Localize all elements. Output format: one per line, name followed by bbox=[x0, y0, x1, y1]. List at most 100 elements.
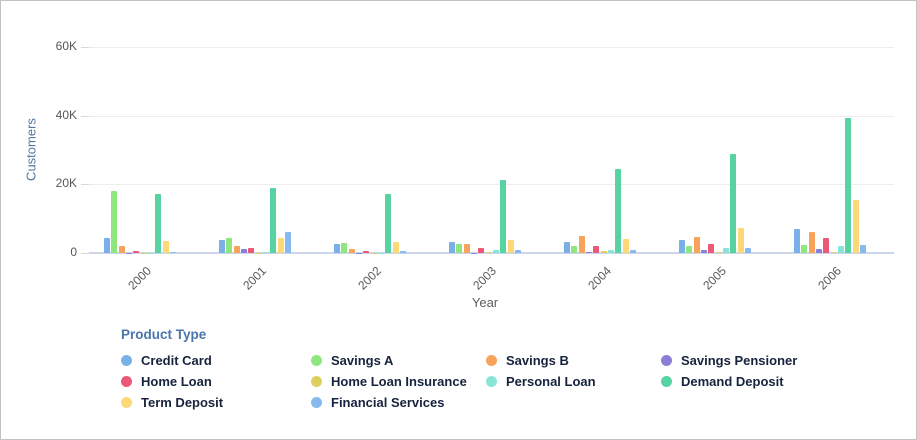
bar-home-loan-2001[interactable] bbox=[248, 247, 255, 253]
y-tick-label-40K: 40K bbox=[55, 107, 77, 122]
bar-savings-b-2002[interactable] bbox=[348, 248, 355, 253]
bar-demand-deposit-2001[interactable] bbox=[270, 187, 277, 253]
bar-financial-services-2006[interactable] bbox=[859, 245, 866, 253]
legend-dot-icon bbox=[121, 397, 132, 408]
bar-home-loan-insurance-2005[interactable] bbox=[715, 252, 722, 253]
bar-personal-loan-2004[interactable] bbox=[607, 249, 614, 253]
bar-term-deposit-2006[interactable] bbox=[852, 200, 859, 253]
x-tick-label-2002: 2002 bbox=[355, 263, 385, 293]
bar-term-deposit-2000[interactable] bbox=[162, 240, 169, 253]
bar-group-2000 bbox=[104, 191, 176, 253]
bar-personal-loan-2001[interactable] bbox=[262, 252, 269, 253]
bar-financial-services-2002[interactable] bbox=[399, 250, 406, 253]
legend-item-savings-a[interactable]: Savings A bbox=[311, 353, 486, 368]
bar-financial-services-2004[interactable] bbox=[629, 249, 636, 253]
bar-savings-a-2003[interactable] bbox=[456, 244, 463, 253]
legend-item-savings-pensioner[interactable]: Savings Pensioner bbox=[661, 353, 881, 368]
bar-home-loan-2005[interactable] bbox=[708, 244, 715, 253]
bar-home-loan-insurance-2004[interactable] bbox=[600, 250, 607, 253]
bar-financial-services-2000[interactable] bbox=[169, 252, 176, 253]
bar-demand-deposit-2004[interactable] bbox=[615, 168, 622, 253]
bar-demand-deposit-2006[interactable] bbox=[845, 117, 852, 253]
bar-credit-card-2000[interactable] bbox=[104, 237, 110, 253]
bar-savings-b-2005[interactable] bbox=[693, 236, 700, 253]
bar-savings-a-2000[interactable] bbox=[111, 191, 118, 253]
bar-savings-pensioner-2001[interactable] bbox=[240, 248, 247, 253]
bar-savings-pensioner-2006[interactable] bbox=[815, 248, 822, 253]
bar-personal-loan-2005[interactable] bbox=[722, 247, 729, 253]
legend-item-financial-services[interactable]: Financial Services bbox=[311, 395, 486, 410]
bar-home-loan-insurance-2003[interactable] bbox=[485, 252, 492, 253]
bar-savings-b-2003[interactable] bbox=[463, 243, 470, 253]
bar-group-2003 bbox=[449, 180, 521, 253]
bar-home-loan-2000[interactable] bbox=[133, 250, 140, 253]
bar-group-2005 bbox=[679, 154, 751, 253]
bar-home-loan-2003[interactable] bbox=[478, 247, 485, 253]
bar-savings-a-2005[interactable] bbox=[686, 245, 693, 253]
bar-term-deposit-2004[interactable] bbox=[622, 238, 629, 253]
bar-demand-deposit-2003[interactable] bbox=[500, 180, 507, 253]
bar-financial-services-2005[interactable] bbox=[744, 248, 751, 253]
legend-item-savings-b[interactable]: Savings B bbox=[486, 353, 661, 368]
bar-demand-deposit-2002[interactable] bbox=[385, 194, 392, 253]
bar-savings-a-2004[interactable] bbox=[571, 245, 578, 253]
bar-credit-card-2001[interactable] bbox=[219, 239, 225, 253]
legend-item-label: Home Loan Insurance bbox=[331, 374, 467, 389]
bar-home-loan-2006[interactable] bbox=[823, 238, 830, 253]
gridline-60K bbox=[89, 47, 894, 48]
legend-dot-icon bbox=[661, 355, 672, 366]
legend-dot-icon bbox=[311, 397, 322, 408]
bar-demand-deposit-2005[interactable] bbox=[730, 154, 737, 253]
bar-credit-card-2003[interactable] bbox=[449, 242, 455, 253]
legend-dot-icon bbox=[311, 355, 322, 366]
legend-item-personal-loan[interactable]: Personal Loan bbox=[486, 374, 661, 389]
legend-item-demand-deposit[interactable]: Demand Deposit bbox=[661, 374, 881, 389]
bar-term-deposit-2003[interactable] bbox=[507, 239, 514, 253]
bar-home-loan-2002[interactable] bbox=[363, 250, 370, 253]
legend-item-label: Savings A bbox=[331, 353, 394, 368]
bar-personal-loan-2003[interactable] bbox=[492, 250, 499, 253]
bar-credit-card-2005[interactable] bbox=[679, 239, 685, 253]
bar-term-deposit-2005[interactable] bbox=[737, 227, 744, 253]
bar-home-loan-2004[interactable] bbox=[593, 246, 600, 253]
bar-financial-services-2001[interactable] bbox=[284, 232, 291, 253]
bar-savings-pensioner-2004[interactable] bbox=[585, 252, 592, 253]
legend-dot-icon bbox=[121, 355, 132, 366]
bar-credit-card-2004[interactable] bbox=[564, 242, 570, 253]
legend-item-label: Demand Deposit bbox=[681, 374, 784, 389]
bar-group-2001 bbox=[219, 187, 291, 253]
legend-item-label: Credit Card bbox=[141, 353, 212, 368]
bar-group-2004 bbox=[564, 168, 636, 253]
bar-savings-pensioner-2005[interactable] bbox=[700, 250, 707, 253]
bar-personal-loan-2006[interactable] bbox=[837, 246, 844, 253]
bar-credit-card-2002[interactable] bbox=[334, 244, 340, 253]
bar-savings-b-2004[interactable] bbox=[578, 236, 585, 253]
bar-savings-a-2006[interactable] bbox=[801, 245, 808, 253]
bar-term-deposit-2001[interactable] bbox=[277, 237, 284, 253]
legend-item-label: Home Loan bbox=[141, 374, 212, 389]
x-tick-label-2003: 2003 bbox=[470, 263, 500, 293]
legend-item-label: Savings B bbox=[506, 353, 569, 368]
legend-dot-icon bbox=[121, 376, 132, 387]
legend-item-credit-card[interactable]: Credit Card bbox=[121, 353, 311, 368]
x-tick-label-2006: 2006 bbox=[815, 263, 845, 293]
bar-savings-b-2006[interactable] bbox=[808, 232, 815, 253]
legend-dot-icon bbox=[661, 376, 672, 387]
bar-demand-deposit-2000[interactable] bbox=[155, 193, 162, 253]
y-tick-label-60K: 60K bbox=[55, 39, 77, 53]
bar-savings-a-2001[interactable] bbox=[226, 237, 233, 253]
legend-item-label: Financial Services bbox=[331, 395, 445, 410]
legend-item-term-deposit[interactable]: Term Deposit bbox=[121, 395, 311, 410]
legend-item-home-loan[interactable]: Home Loan bbox=[121, 374, 311, 389]
bar-financial-services-2003[interactable] bbox=[514, 249, 521, 253]
legend-dot-icon bbox=[486, 376, 497, 387]
bar-savings-a-2002[interactable] bbox=[341, 242, 348, 253]
legend-item-home-loan-insurance[interactable]: Home Loan Insurance bbox=[311, 374, 486, 389]
bar-credit-card-2006[interactable] bbox=[794, 228, 800, 253]
x-tick-label-2004: 2004 bbox=[585, 263, 615, 293]
bar-term-deposit-2002[interactable] bbox=[392, 241, 399, 253]
bar-savings-b-2001[interactable] bbox=[233, 246, 240, 253]
bar-savings-b-2000[interactable] bbox=[118, 245, 125, 253]
bar-home-loan-insurance-2006[interactable] bbox=[830, 251, 837, 253]
